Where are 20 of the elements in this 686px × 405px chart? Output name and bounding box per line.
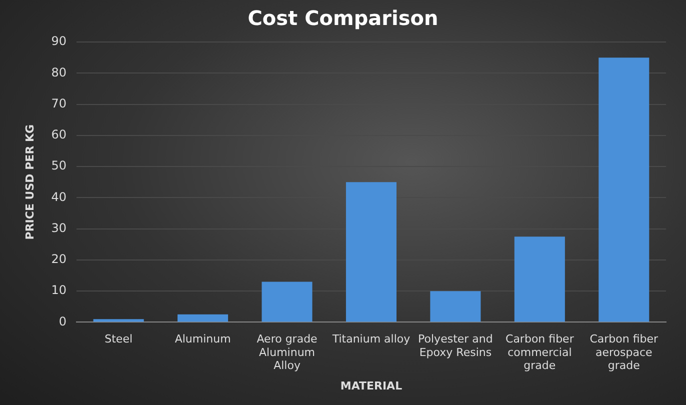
y-tick-label: 20 bbox=[51, 252, 66, 266]
x-tick-label: Carbon fiber aerospace grade bbox=[590, 332, 659, 372]
x-tick-label: Steel bbox=[104, 332, 133, 346]
x-axis-title: MATERIAL bbox=[340, 379, 402, 392]
y-tick-label: 10 bbox=[51, 283, 66, 298]
x-tick-label: Carbon fiber commercial grade bbox=[506, 332, 574, 372]
y-tick-label: 70 bbox=[51, 96, 66, 110]
x-tick-label: Aero grade Aluminum Alloy bbox=[256, 332, 318, 372]
y-tick-label: 50 bbox=[51, 158, 66, 173]
y-axis-title: PRICE USD PER KG bbox=[23, 124, 36, 240]
y-tick-label: 90 bbox=[51, 34, 66, 48]
y-tick-label: 80 bbox=[51, 65, 66, 80]
x-tick-label: Titanium alloy bbox=[331, 332, 411, 346]
y-tick-label: 30 bbox=[51, 220, 66, 235]
y-tick-label: 60 bbox=[51, 128, 66, 142]
chart-title: Cost Comparison bbox=[248, 6, 438, 30]
x-tick-label: Aluminum bbox=[174, 332, 231, 346]
x-tick-label: Polyester and Epoxy Resins bbox=[418, 332, 493, 359]
y-tick-label: 0 bbox=[58, 314, 66, 328]
y-tick-label: 40 bbox=[51, 190, 66, 204]
